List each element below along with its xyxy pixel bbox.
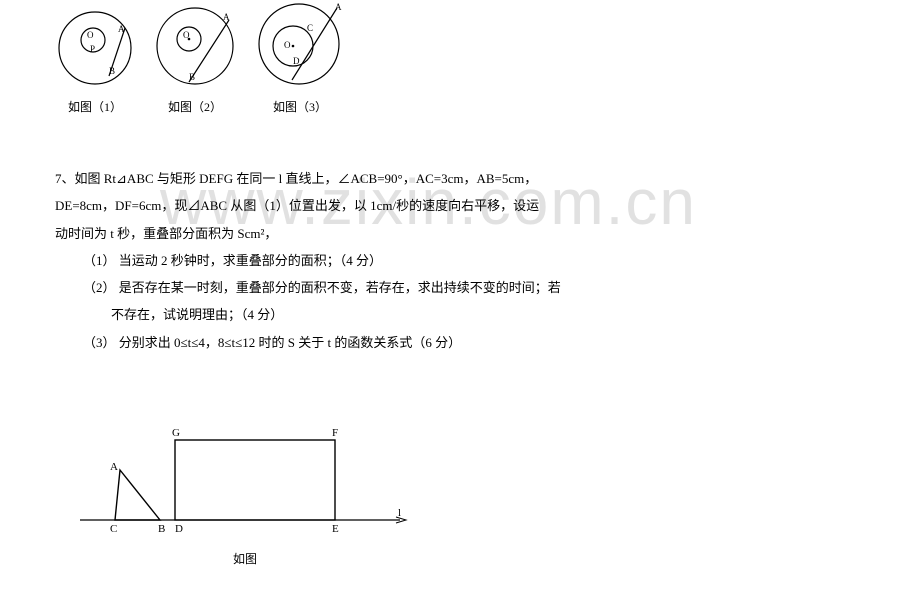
svg-text:A: A bbox=[335, 2, 342, 12]
label-l: l bbox=[398, 507, 401, 519]
svg-text:B: B bbox=[189, 72, 195, 82]
bottom-figure-caption: 如图 bbox=[80, 550, 410, 567]
diagram-2-caption: 如图（2） bbox=[153, 98, 237, 115]
problem-line-2: DE=8cm，DF=6cm，现⊿ABC 从图（1）位置出发，以 1cm/秒的速度… bbox=[55, 192, 615, 219]
svg-text:A: A bbox=[118, 24, 125, 34]
problem-line-1: 7、如图 Rt⊿ABC 与矩形 DEFG 在同一 l 直线上，∠ACB=90°，… bbox=[55, 165, 615, 192]
question-2a: （2） 是否存在某一时刻，重叠部分的面积不变，若存在，求出持续不变的时间；若 bbox=[55, 274, 615, 301]
svg-text:B: B bbox=[109, 66, 115, 76]
svg-text:A: A bbox=[223, 12, 230, 22]
label-C: C bbox=[110, 523, 117, 535]
label-A: A bbox=[110, 461, 118, 473]
circle-diagram-1-icon: O P A B bbox=[55, 10, 135, 90]
svg-text:P: P bbox=[90, 44, 95, 54]
circle-diagram-3-icon: O A C D bbox=[255, 0, 345, 90]
circle-diagram-2-icon: O A B bbox=[153, 6, 237, 90]
question-2b: 不存在，试说明理由；（4 分） bbox=[55, 301, 615, 328]
svg-text:O: O bbox=[183, 30, 190, 40]
bottom-figure: G F A C B D E l 如图 bbox=[80, 420, 410, 567]
question-3: （3） 分别求出 0≤t≤4，8≤t≤12 时的 S 关于 t 的函数关系式（6… bbox=[55, 329, 615, 356]
label-E: E bbox=[332, 523, 339, 535]
svg-text:D: D bbox=[293, 56, 300, 66]
triangle-rect-figure-icon: G F A C B D E l bbox=[80, 420, 410, 540]
diagram-1-caption: 如图（1） bbox=[55, 98, 135, 115]
problem-line-3: 动时间为 t 秒，重叠部分面积为 Scm²， bbox=[55, 220, 615, 247]
svg-text:O: O bbox=[87, 30, 94, 40]
diagram-row: O P A B 如图（1） O A B 如图（2） O A C D bbox=[55, 0, 345, 115]
label-D: D bbox=[175, 523, 183, 535]
diagram-2: O A B 如图（2） bbox=[153, 6, 237, 115]
diagram-3: O A C D 如图（3） bbox=[255, 0, 345, 115]
label-G: G bbox=[172, 427, 180, 439]
svg-text:O: O bbox=[284, 40, 291, 50]
diagram-3-caption: 如图（3） bbox=[255, 98, 345, 115]
label-B: B bbox=[158, 523, 165, 535]
question-1: （1） 当运动 2 秒钟时，求重叠部分的面积；（4 分） bbox=[55, 247, 615, 274]
diagram-1: O P A B 如图（1） bbox=[55, 10, 135, 115]
label-F: F bbox=[332, 427, 338, 439]
svg-text:C: C bbox=[307, 23, 313, 33]
problem-7-text: 7、如图 Rt⊿ABC 与矩形 DEFG 在同一 l 直线上，∠ACB=90°，… bbox=[55, 165, 615, 356]
